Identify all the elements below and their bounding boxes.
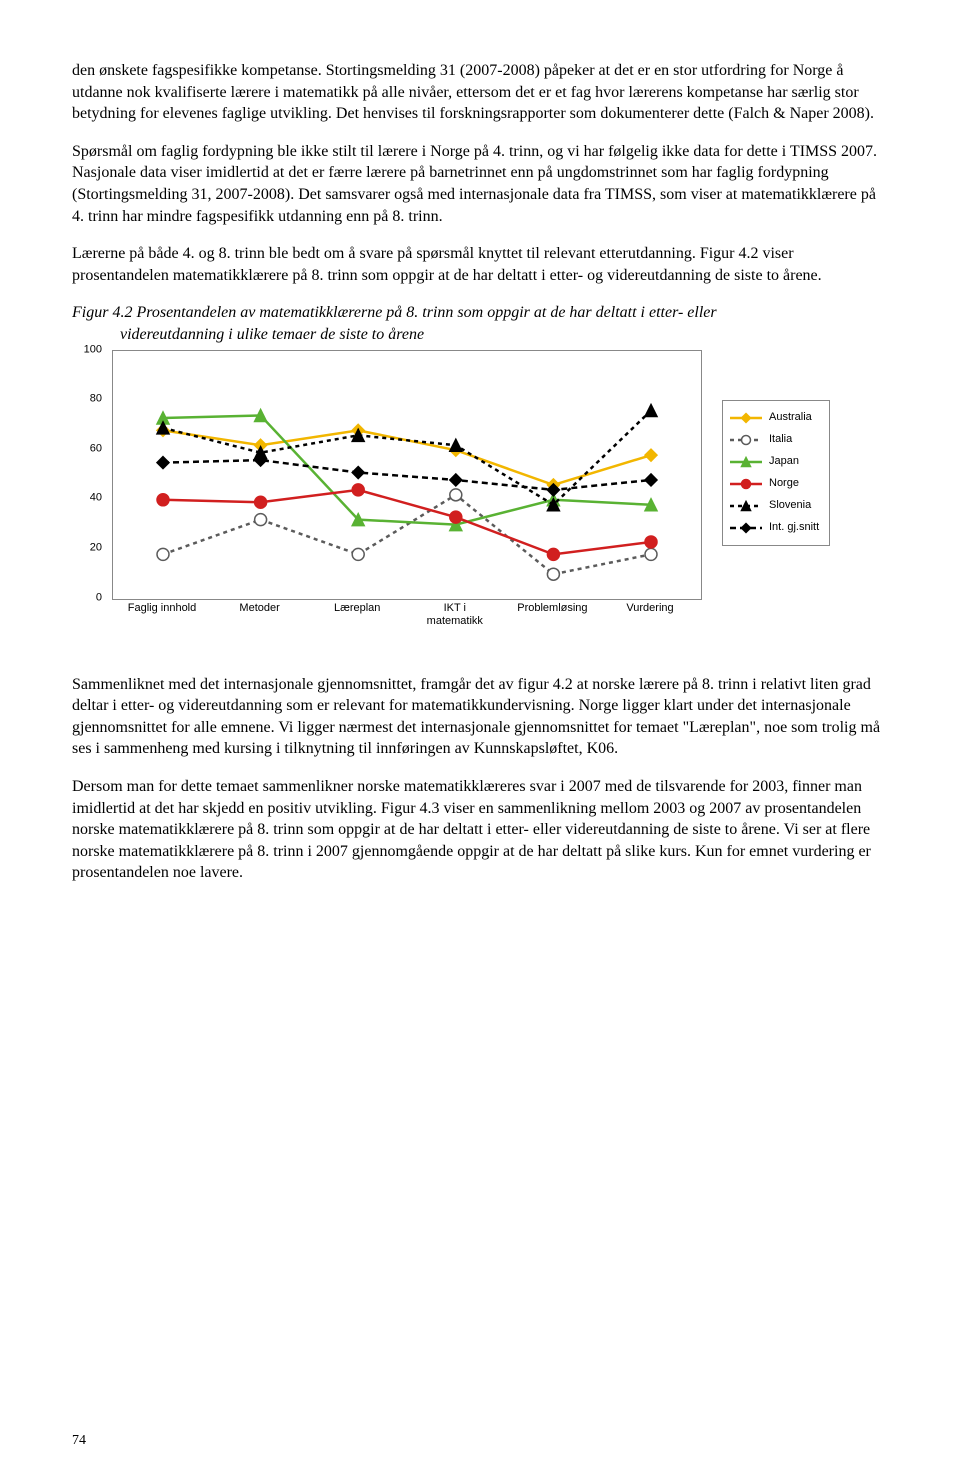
x-tick-label: Læreplan [334, 602, 380, 615]
legend-item: Norge [729, 473, 819, 495]
y-tick-label: 100 [84, 342, 102, 357]
x-tick-label: Problemløsing [517, 602, 587, 615]
x-tick-label: Metoder [239, 602, 279, 615]
chart-legend: Australia Italia Japan Norge Slovenia Int. gj… [722, 400, 830, 546]
legend-label: Int. gj.snitt [769, 520, 819, 535]
legend-item: Int. gj.snitt [729, 517, 819, 539]
chart-plot-area [112, 350, 702, 600]
chart-container: 020406080100 Faglig innholdMetoderLærepl… [72, 350, 888, 650]
legend-swatch [729, 433, 763, 447]
legend-label: Australia [769, 410, 812, 425]
x-tick-label: IKT i matematikk [427, 602, 483, 628]
legend-swatch [729, 411, 763, 425]
figure-caption-line2: videreutdanning i ulike temaer de siste … [72, 324, 888, 346]
figure-caption-line1: Figur 4.2 Prosentandelen av matematikklæ… [72, 304, 717, 321]
y-tick-label: 80 [90, 392, 102, 407]
legend-swatch [729, 499, 763, 513]
legend-label: Norge [769, 476, 799, 491]
legend-swatch [729, 477, 763, 491]
y-tick-label: 0 [96, 590, 102, 605]
legend-swatch [729, 455, 763, 469]
x-tick-label: Vurdering [626, 602, 673, 615]
x-tick-label: Faglig innhold [128, 602, 197, 615]
paragraph: Spørsmål om faglig fordypning ble ikke s… [72, 141, 888, 227]
y-tick-label: 20 [90, 541, 102, 556]
legend-item: Italia [729, 429, 819, 451]
legend-label: Italia [769, 432, 792, 447]
chart-y-axis: 020406080100 [72, 350, 108, 600]
paragraph: Sammenliknet med det internasjonale gjen… [72, 674, 888, 760]
figure-caption: Figur 4.2 Prosentandelen av matematikklæ… [72, 302, 888, 345]
legend-item: Japan [729, 451, 819, 473]
paragraph: Lærerne på både 4. og 8. trinn ble bedt … [72, 243, 888, 286]
y-tick-label: 40 [90, 491, 102, 506]
legend-label: Slovenia [769, 498, 811, 513]
paragraph: Dersom man for dette temaet sammenlikner… [72, 776, 888, 884]
legend-swatch [729, 521, 763, 535]
paragraph: den ønskete fagspesifikke kompetanse. St… [72, 60, 888, 125]
legend-label: Japan [769, 454, 799, 469]
y-tick-label: 60 [90, 441, 102, 456]
page-number: 74 [72, 1432, 86, 1451]
legend-item: Australia [729, 407, 819, 429]
legend-item: Slovenia [729, 495, 819, 517]
